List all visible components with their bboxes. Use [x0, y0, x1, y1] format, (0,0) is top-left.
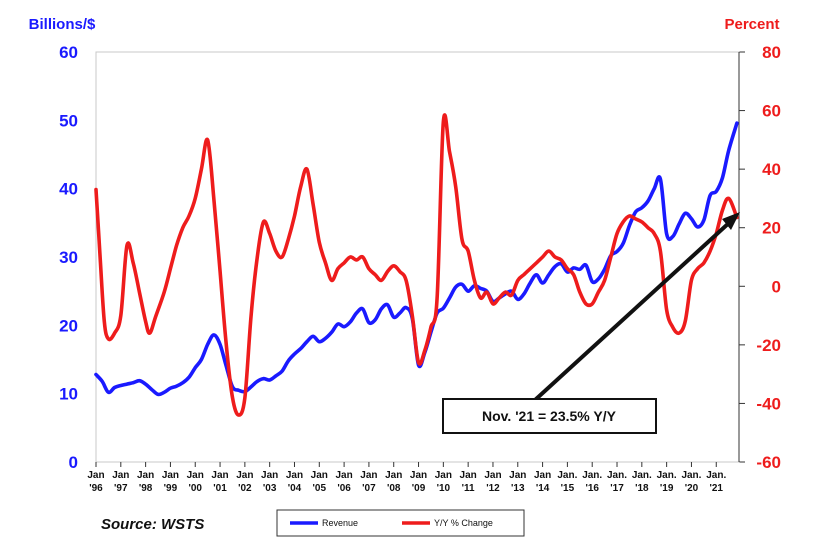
- x-tick-label-year: '04: [288, 483, 302, 494]
- annotation-text: Nov. '21 = 23.5% Y/Y: [482, 408, 617, 424]
- x-tick-label-top: Jan.: [657, 470, 677, 481]
- x-tick-label-year: '03: [263, 483, 277, 494]
- x-tick-label-top: Jan: [509, 470, 526, 481]
- left-tick-label: 10: [59, 385, 78, 404]
- x-tick-label-top: Jan: [236, 470, 253, 481]
- x-tick-label-year: '99: [164, 483, 178, 494]
- x-tick-label-top: Jan.: [557, 470, 577, 481]
- x-tick-label-year: '10: [437, 483, 451, 494]
- legend-label-yoy: Y/Y % Change: [434, 518, 493, 528]
- x-tick-label-year: '08: [387, 483, 401, 494]
- x-tick-label-year: '20: [685, 483, 699, 494]
- x-tick-label-top: Jan: [112, 470, 129, 481]
- x-tick-label-year: '98: [139, 483, 153, 494]
- series-layer: [94, 113, 739, 417]
- x-tick-label-top: Jan: [211, 470, 228, 481]
- x-tick-label-top: Jan: [286, 470, 303, 481]
- left-tick-label: 30: [59, 248, 78, 267]
- left-tick-label: 0: [69, 453, 78, 472]
- left-tick-label: 20: [59, 316, 78, 335]
- x-tick-label-top: Jan.: [582, 470, 602, 481]
- x-tick-label-top: Jan: [410, 470, 427, 481]
- x-tick-label-top: Jan: [311, 470, 328, 481]
- right-tick-label: 80: [762, 43, 781, 62]
- x-tick-label-top: Jan.: [607, 470, 627, 481]
- right-axis-ticks: -60 -40 -20 0 20 40 60 80: [739, 43, 781, 472]
- annotation-arrow: [533, 212, 740, 402]
- x-tick-label-top: Jan.: [681, 470, 701, 481]
- right-tick-label: -40: [756, 394, 781, 413]
- x-tick-label-year: '97: [114, 483, 128, 494]
- x-tick-label-year: '12: [486, 483, 500, 494]
- x-tick-label-year: '00: [188, 483, 202, 494]
- right-tick-label: 60: [762, 102, 781, 121]
- left-axis-title: Billions/$: [29, 16, 96, 33]
- x-tick-label-year: '18: [635, 483, 649, 494]
- x-tick-label-year: '16: [585, 483, 599, 494]
- x-tick-label-top: Jan: [137, 470, 154, 481]
- legend: Revenue Y/Y % Change: [276, 509, 525, 537]
- x-tick-label-year: '13: [511, 483, 525, 494]
- x-tick-label-top: Jan: [87, 470, 104, 481]
- left-tick-label: 60: [59, 43, 78, 62]
- x-tick-label-year: '15: [561, 483, 575, 494]
- left-tick-label: 50: [59, 111, 78, 130]
- x-tick-label-year: '17: [610, 483, 624, 494]
- right-tick-label: 20: [762, 219, 781, 238]
- right-tick-label: -60: [756, 453, 781, 472]
- x-tick-label-year: '21: [709, 483, 723, 494]
- x-axis-ticks: Jan '96 Jan '97 Jan '98 Jan '99 Jan '00 Jan '01 Jan '…: [87, 462, 726, 494]
- x-tick-label-year: '96: [89, 483, 103, 494]
- x-tick-label-top: Jan: [534, 470, 551, 481]
- x-tick-label-year: '11: [462, 483, 475, 494]
- annotation-box: [442, 398, 657, 434]
- right-tick-label: -20: [756, 336, 781, 355]
- x-tick-label-top: Jan: [460, 470, 477, 481]
- x-tick-label-year: '05: [313, 483, 327, 494]
- right-tick-label: 0: [772, 277, 781, 296]
- source-note: Source: WSTS: [101, 516, 204, 533]
- x-tick-label-top: Jan: [187, 470, 204, 481]
- left-axis-ticks: 0 10 20 30 40 50 60: [59, 43, 78, 472]
- x-tick-label-top: Jan: [162, 470, 179, 481]
- x-tick-label-year: '19: [660, 483, 674, 494]
- x-tick-label-top: Jan.: [632, 470, 652, 481]
- x-tick-label-year: '06: [337, 483, 351, 494]
- right-axis-title: Percent: [724, 16, 779, 33]
- x-tick-label-year: '14: [536, 483, 550, 494]
- legend-box: [276, 509, 525, 537]
- x-tick-label-top: Jan: [385, 470, 402, 481]
- x-tick-label-top: Jan: [435, 470, 452, 481]
- yoy-change-series-line: [94, 113, 739, 417]
- x-tick-label-top: Jan.: [706, 470, 726, 481]
- x-tick-label-top: Jan: [261, 470, 278, 481]
- x-tick-label-year: '02: [238, 483, 252, 494]
- x-tick-label-year: '09: [412, 483, 426, 494]
- left-tick-label: 40: [59, 180, 78, 199]
- x-tick-label-year: '01: [213, 483, 227, 494]
- x-tick-label-top: Jan: [360, 470, 377, 481]
- right-tick-label: 40: [762, 160, 781, 179]
- x-tick-label-top: Jan: [335, 470, 352, 481]
- legend-label-revenue: Revenue: [322, 518, 358, 528]
- x-tick-label-top: Jan: [484, 470, 501, 481]
- x-tick-label-year: '07: [362, 483, 376, 494]
